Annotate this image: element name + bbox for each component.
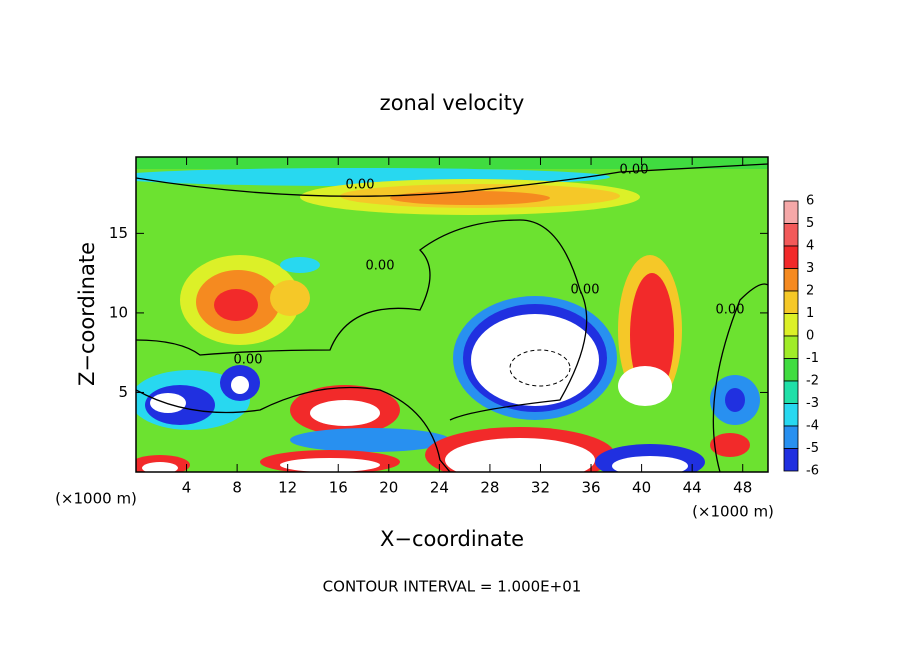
x-tick-label: 8: [232, 479, 242, 497]
y-tick-label: 10: [109, 303, 128, 321]
chart-title: zonal velocity: [380, 91, 525, 115]
colorbar-label: -4: [806, 419, 819, 434]
colorbar-label: 3: [806, 261, 814, 276]
colorbar-label: -6: [806, 464, 819, 479]
contour-field: [136, 157, 768, 472]
x-tick-label: 32: [531, 479, 550, 497]
contour-label: 0.00: [346, 178, 375, 193]
contour-label: 0.00: [366, 259, 395, 274]
colorbar-label: -2: [806, 374, 819, 389]
colorbar-label: -1: [806, 351, 819, 366]
x-axis-label: X−coordinate: [380, 527, 524, 551]
colorbar-segment: [783, 200, 799, 224]
contour-label: 0.00: [234, 353, 263, 368]
x-tick-label: 28: [480, 479, 499, 497]
colorbar-label: 4: [806, 239, 814, 254]
contour-label: 0.00: [620, 163, 649, 178]
colorbar-segment: [783, 380, 799, 404]
colorbar-segment: [783, 358, 799, 382]
colorbar-label: 5: [806, 216, 814, 231]
x-unit-right: (×1000 m): [692, 503, 774, 521]
colorbar-segment: [783, 403, 799, 427]
colorbar-label: -5: [806, 441, 819, 456]
x-tick-label: 40: [632, 479, 651, 497]
x-tick-label: 36: [581, 479, 600, 497]
x-tick-label: 20: [379, 479, 398, 497]
colorbar-segment: [783, 223, 799, 247]
contour-note: CONTOUR INTERVAL = 1.000E+01: [323, 578, 582, 596]
colorbar-label: 0: [806, 329, 814, 344]
colorbar-segment: [783, 313, 799, 337]
colorbar-segment: [783, 245, 799, 269]
x-tick-label: 12: [278, 479, 297, 497]
colorbar-segment: [783, 335, 799, 359]
contour-labels: 0.00 0.00 0.00 0.00 0.00 0.00: [234, 163, 745, 368]
colorbar-segment: [783, 425, 799, 449]
y-axis-label: Z−coordinate: [75, 242, 99, 386]
contour-label: 0.00: [571, 283, 600, 298]
x-tick-label: 4: [182, 479, 192, 497]
contour-label: 0.00: [716, 303, 745, 318]
y-tick-label: 15: [109, 224, 128, 242]
colorbar-segment: [783, 290, 799, 314]
x-unit-left: (×1000 m): [55, 490, 137, 508]
colorbar-label: -3: [806, 396, 819, 411]
x-tick-label: 24: [430, 479, 449, 497]
y-tick-label: 5: [118, 383, 128, 401]
x-tick-label: 44: [683, 479, 702, 497]
colorbar-segment: [783, 268, 799, 292]
plot-frame: [135, 156, 769, 473]
x-tick-label: 16: [329, 479, 348, 497]
colorbar-label: 6: [806, 194, 814, 209]
colorbar-segment: [783, 448, 799, 472]
colorbar-label: 1: [806, 306, 814, 321]
x-tick-label: 48: [733, 479, 752, 497]
colorbar-label: 2: [806, 284, 814, 299]
